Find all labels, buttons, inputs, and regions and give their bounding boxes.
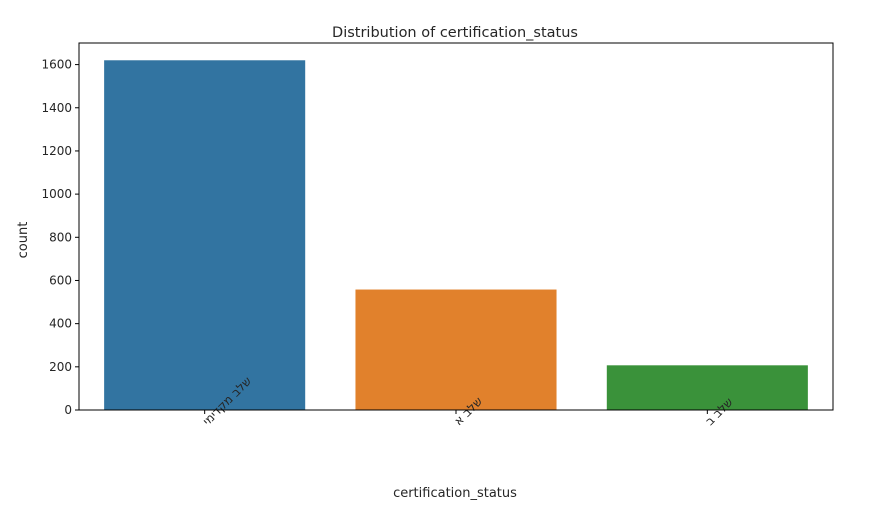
bars-layer (104, 60, 808, 410)
y-tick-label: 1200 (41, 144, 72, 158)
y-tick-label: 200 (49, 360, 72, 374)
y-tick-label: 400 (49, 317, 72, 331)
y-tick-label: 600 (49, 273, 72, 287)
x-axis-title: certification_status (393, 486, 517, 501)
plot-frame (78, 42, 834, 411)
y-tick-label: 0 (64, 403, 72, 417)
y-axis: 0 200 400 600 800 1000 1200 1400 1600 (41, 58, 79, 417)
y-tick-label: 1400 (41, 101, 72, 115)
bar (355, 289, 557, 410)
y-tick-label: 1600 (41, 58, 72, 72)
bar (104, 60, 306, 410)
chart-title: Distribution of certification_status (332, 25, 578, 41)
y-tick-label: 1000 (41, 187, 72, 201)
y-tick-label: 800 (49, 230, 72, 244)
bar (606, 365, 808, 410)
y-axis-title: count (16, 222, 31, 259)
